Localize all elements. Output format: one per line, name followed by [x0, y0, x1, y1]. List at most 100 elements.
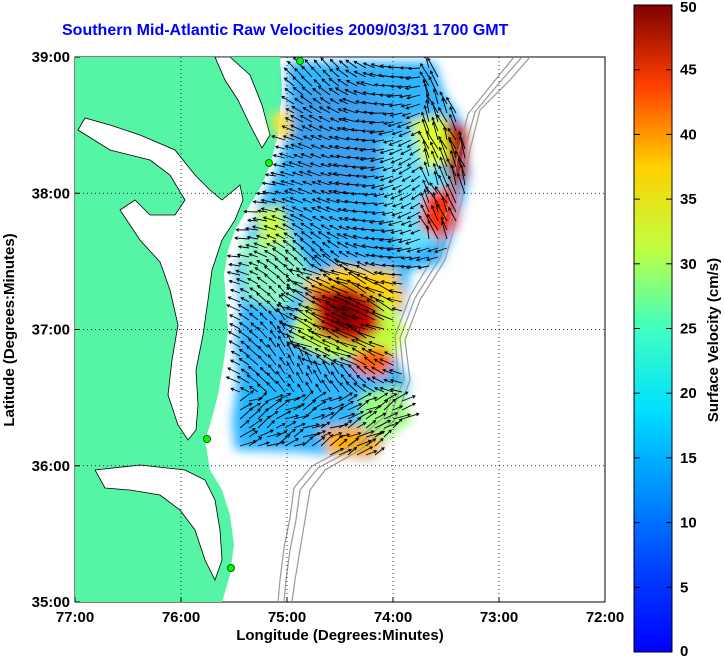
- current-arrow: [293, 403, 305, 411]
- current-arrow: [250, 322, 259, 330]
- current-arrow-head: [281, 125, 286, 129]
- current-arrow: [398, 184, 412, 193]
- current-arrow-head: [329, 304, 334, 309]
- current-arrow-head: [338, 432, 343, 436]
- current-arrow-head: [330, 311, 335, 316]
- current-arrow: [264, 265, 277, 276]
- current-arrow: [428, 76, 439, 96]
- current-arrow-head: [353, 70, 358, 75]
- current-arrow-head: [356, 374, 360, 379]
- current-arrow-head: [332, 171, 337, 176]
- current-arrow-head: [235, 228, 240, 232]
- current-arrow: [275, 434, 290, 447]
- current-arrow-head: [386, 239, 391, 244]
- current-arrow-head: [226, 254, 231, 258]
- current-arrow: [284, 190, 295, 195]
- current-arrow: [275, 410, 291, 420]
- current-arrow: [365, 450, 377, 456]
- current-arrow: [276, 308, 286, 321]
- current-arrow-head: [313, 79, 318, 83]
- current-arrow-head: [362, 201, 366, 206]
- current-arrow-head: [362, 71, 367, 76]
- current-arrow: [397, 121, 412, 128]
- current-arrow: [354, 70, 367, 78]
- current-arrow: [281, 180, 295, 186]
- current-arrow: [365, 438, 376, 447]
- current-arrow-head: [283, 430, 288, 434]
- current-arrow: [338, 118, 349, 123]
- current-arrow-head: [252, 428, 256, 432]
- current-arrow-head: [407, 413, 412, 417]
- current-arrow-head: [240, 368, 245, 373]
- current-arrow: [301, 231, 313, 240]
- current-arrow: [274, 225, 286, 231]
- current-arrow: [313, 360, 322, 375]
- current-arrow-head: [439, 156, 443, 161]
- current-arrow-head: [354, 156, 359, 160]
- current-arrow-head: [335, 277, 340, 281]
- current-arrow-head: [388, 179, 393, 183]
- current-arrow: [302, 436, 313, 447]
- current-arrow: [363, 202, 376, 205]
- current-arrow-head: [305, 350, 309, 355]
- current-arrow: [347, 432, 361, 438]
- current-arrow: [238, 330, 250, 339]
- current-arrow: [337, 281, 358, 294]
- current-arrow: [392, 418, 403, 429]
- current-arrow: [279, 357, 286, 366]
- current-arrow: [270, 330, 277, 339]
- current-arrow-head: [289, 133, 294, 138]
- current-arrow: [293, 394, 306, 402]
- current-arrow: [239, 402, 253, 411]
- current-arrow: [342, 98, 358, 105]
- current-arrow-head: [362, 110, 367, 115]
- current-arrow: [335, 182, 349, 186]
- current-arrow: [277, 330, 295, 339]
- current-arrow: [318, 85, 331, 96]
- current-arrow-head: [318, 125, 323, 129]
- current-arrow-head: [291, 171, 296, 175]
- current-arrow-head: [345, 225, 350, 230]
- current-arrow: [266, 372, 277, 384]
- current-arrow: [340, 357, 358, 366]
- current-arrow: [311, 300, 331, 312]
- current-arrow: [346, 323, 367, 330]
- current-arrow: [310, 162, 322, 168]
- current-arrow-head: [410, 178, 415, 183]
- current-arrow: [281, 206, 295, 213]
- current-arrow: [319, 269, 340, 276]
- current-arrow-head: [387, 222, 392, 227]
- current-arrow: [320, 421, 330, 429]
- current-arrow: [256, 235, 268, 240]
- current-arrow: [294, 68, 304, 78]
- current-arrow: [311, 144, 322, 150]
- current-arrow: [311, 66, 322, 78]
- current-arrow-head: [389, 388, 394, 392]
- current-arrow-head: [313, 406, 318, 411]
- current-arrow: [311, 414, 325, 420]
- current-arrow-head: [255, 191, 260, 196]
- current-arrow-head: [447, 127, 451, 132]
- current-arrow: [301, 125, 313, 132]
- current-arrow-head: [415, 257, 420, 262]
- current-arrow: [399, 76, 412, 79]
- current-arrow: [335, 145, 349, 150]
- current-arrow-head: [311, 216, 316, 220]
- current-arrow: [342, 117, 358, 123]
- current-arrow-head: [336, 241, 341, 245]
- current-arrow-head: [302, 394, 307, 398]
- current-arrow-head: [327, 189, 332, 194]
- current-arrow-head: [309, 162, 314, 166]
- current-arrow: [311, 424, 325, 429]
- current-arrow-head: [313, 369, 317, 374]
- current-arrow: [345, 59, 358, 69]
- current-arrow: [427, 214, 439, 231]
- current-arrow: [282, 163, 295, 168]
- current-arrow-head: [311, 207, 315, 211]
- current-arrow-head: [228, 262, 233, 267]
- current-arrow: [380, 387, 394, 393]
- current-arrow: [336, 155, 349, 159]
- current-arrow-head: [305, 381, 309, 386]
- current-arrow-head: [330, 319, 335, 323]
- current-arrow-head: [362, 384, 366, 388]
